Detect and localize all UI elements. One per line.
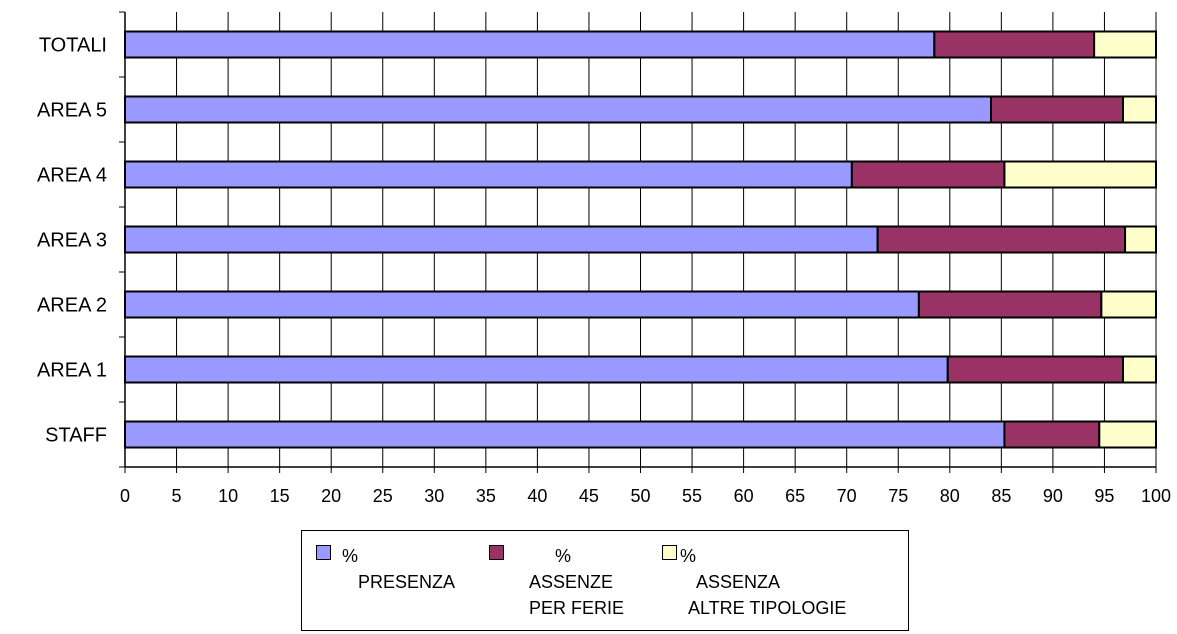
x-tick-label-8: 40 [527,486,547,506]
legend-label-presenza-line-1: % [342,546,359,566]
legend-swatch-ferie [489,545,504,560]
x-tick-label-12: 60 [734,486,754,506]
category-label-5: AREA 1 [37,360,107,382]
bar-1-2 [1122,95,1158,124]
legend-label-ferie-line-1: % [555,546,572,566]
bar-0-0 [124,30,936,59]
x-tick-label-9: 45 [579,486,599,506]
x-tick-label-11: 55 [682,486,702,506]
x-tick-label-6: 30 [424,486,444,506]
x-tick-label-5: 25 [373,486,393,506]
x-tick-label-16: 80 [940,486,960,506]
bar-4-1 [917,290,1103,319]
category-label-2: AREA 4 [37,165,107,187]
bar-1-1 [990,95,1125,124]
chart-plot: 0 5 10 15 20 25 30 35 40 45 50 55 60 65 70 75 80 85 90 95 10… [37,11,1171,506]
legend-label-altre: % ASSENZA ALTRE TIPOLOGIE [680,543,847,621]
axes: 0 5 10 15 20 25 30 35 40 45 50 55 60 65 70 75 80 85 90 95 10… [37,11,1171,506]
x-tick-label-18: 90 [1043,486,1063,506]
category-label-6: STAFF [45,425,107,447]
bar-6-2 [1098,420,1158,449]
x-tick-label-1: 5 [172,486,182,506]
x-tick-label-17: 85 [991,486,1011,506]
x-tick-label-3: 15 [270,486,290,506]
category-label-0: TOTALI [39,35,107,57]
x-tick-label-0: 0 [120,486,130,506]
category-label-3: AREA 3 [37,230,107,252]
bar-0-2 [1093,30,1158,59]
legend-label-ferie: % ASSENZE PER FERIE [515,543,624,621]
legend-label-presenza: % PRESENZA [342,543,455,595]
x-tick-label-19: 95 [1094,486,1114,506]
bar-6-1 [1003,420,1101,449]
legend-swatch-presenza [316,545,331,560]
bar-2-2 [1003,160,1157,189]
x-tick-label-20: 100 [1141,486,1171,506]
bar-4-0 [124,290,920,319]
x-tick-label-14: 70 [837,486,857,506]
x-tick-label-10: 50 [630,486,650,506]
legend-label-altre-line-3: ALTRE TIPOLOGIE [688,598,847,618]
bar-1-0 [124,95,993,124]
bar-0-1 [933,30,1096,59]
legend-swatch-altre [662,545,677,560]
bar-2-0 [124,160,853,189]
x-tick-label-15: 75 [888,486,908,506]
bar-5-2 [1122,355,1158,384]
legend-label-altre-line-2: ASSENZA [696,572,781,592]
bar-6-0 [124,420,1006,449]
bar-2-1 [850,160,1006,189]
legend-label-ferie-line-2: ASSENZE [529,572,614,592]
bar-5-1 [946,355,1125,384]
bar-3-0 [124,225,879,254]
category-label-4: AREA 2 [37,295,107,317]
x-tick-label-7: 35 [476,486,496,506]
legend-label-altre-line-1: % [680,546,697,566]
bar-3-1 [876,225,1127,254]
x-tick-label-4: 20 [321,486,341,506]
bar-5-0 [124,355,949,384]
bar-4-2 [1100,290,1158,319]
bar-3-2 [1124,225,1157,254]
x-tick-label-13: 65 [785,486,805,506]
legend-label-presenza-line-2: PRESENZA [358,572,456,592]
category-label-1: AREA 5 [37,100,107,122]
x-tick-label-2: 10 [218,486,238,506]
legend-label-ferie-line-3: PER FERIE [529,598,625,618]
legend: % PRESENZA % ASSENZE PER FERIE % ASSENZA… [301,530,909,631]
bars [124,30,1158,449]
